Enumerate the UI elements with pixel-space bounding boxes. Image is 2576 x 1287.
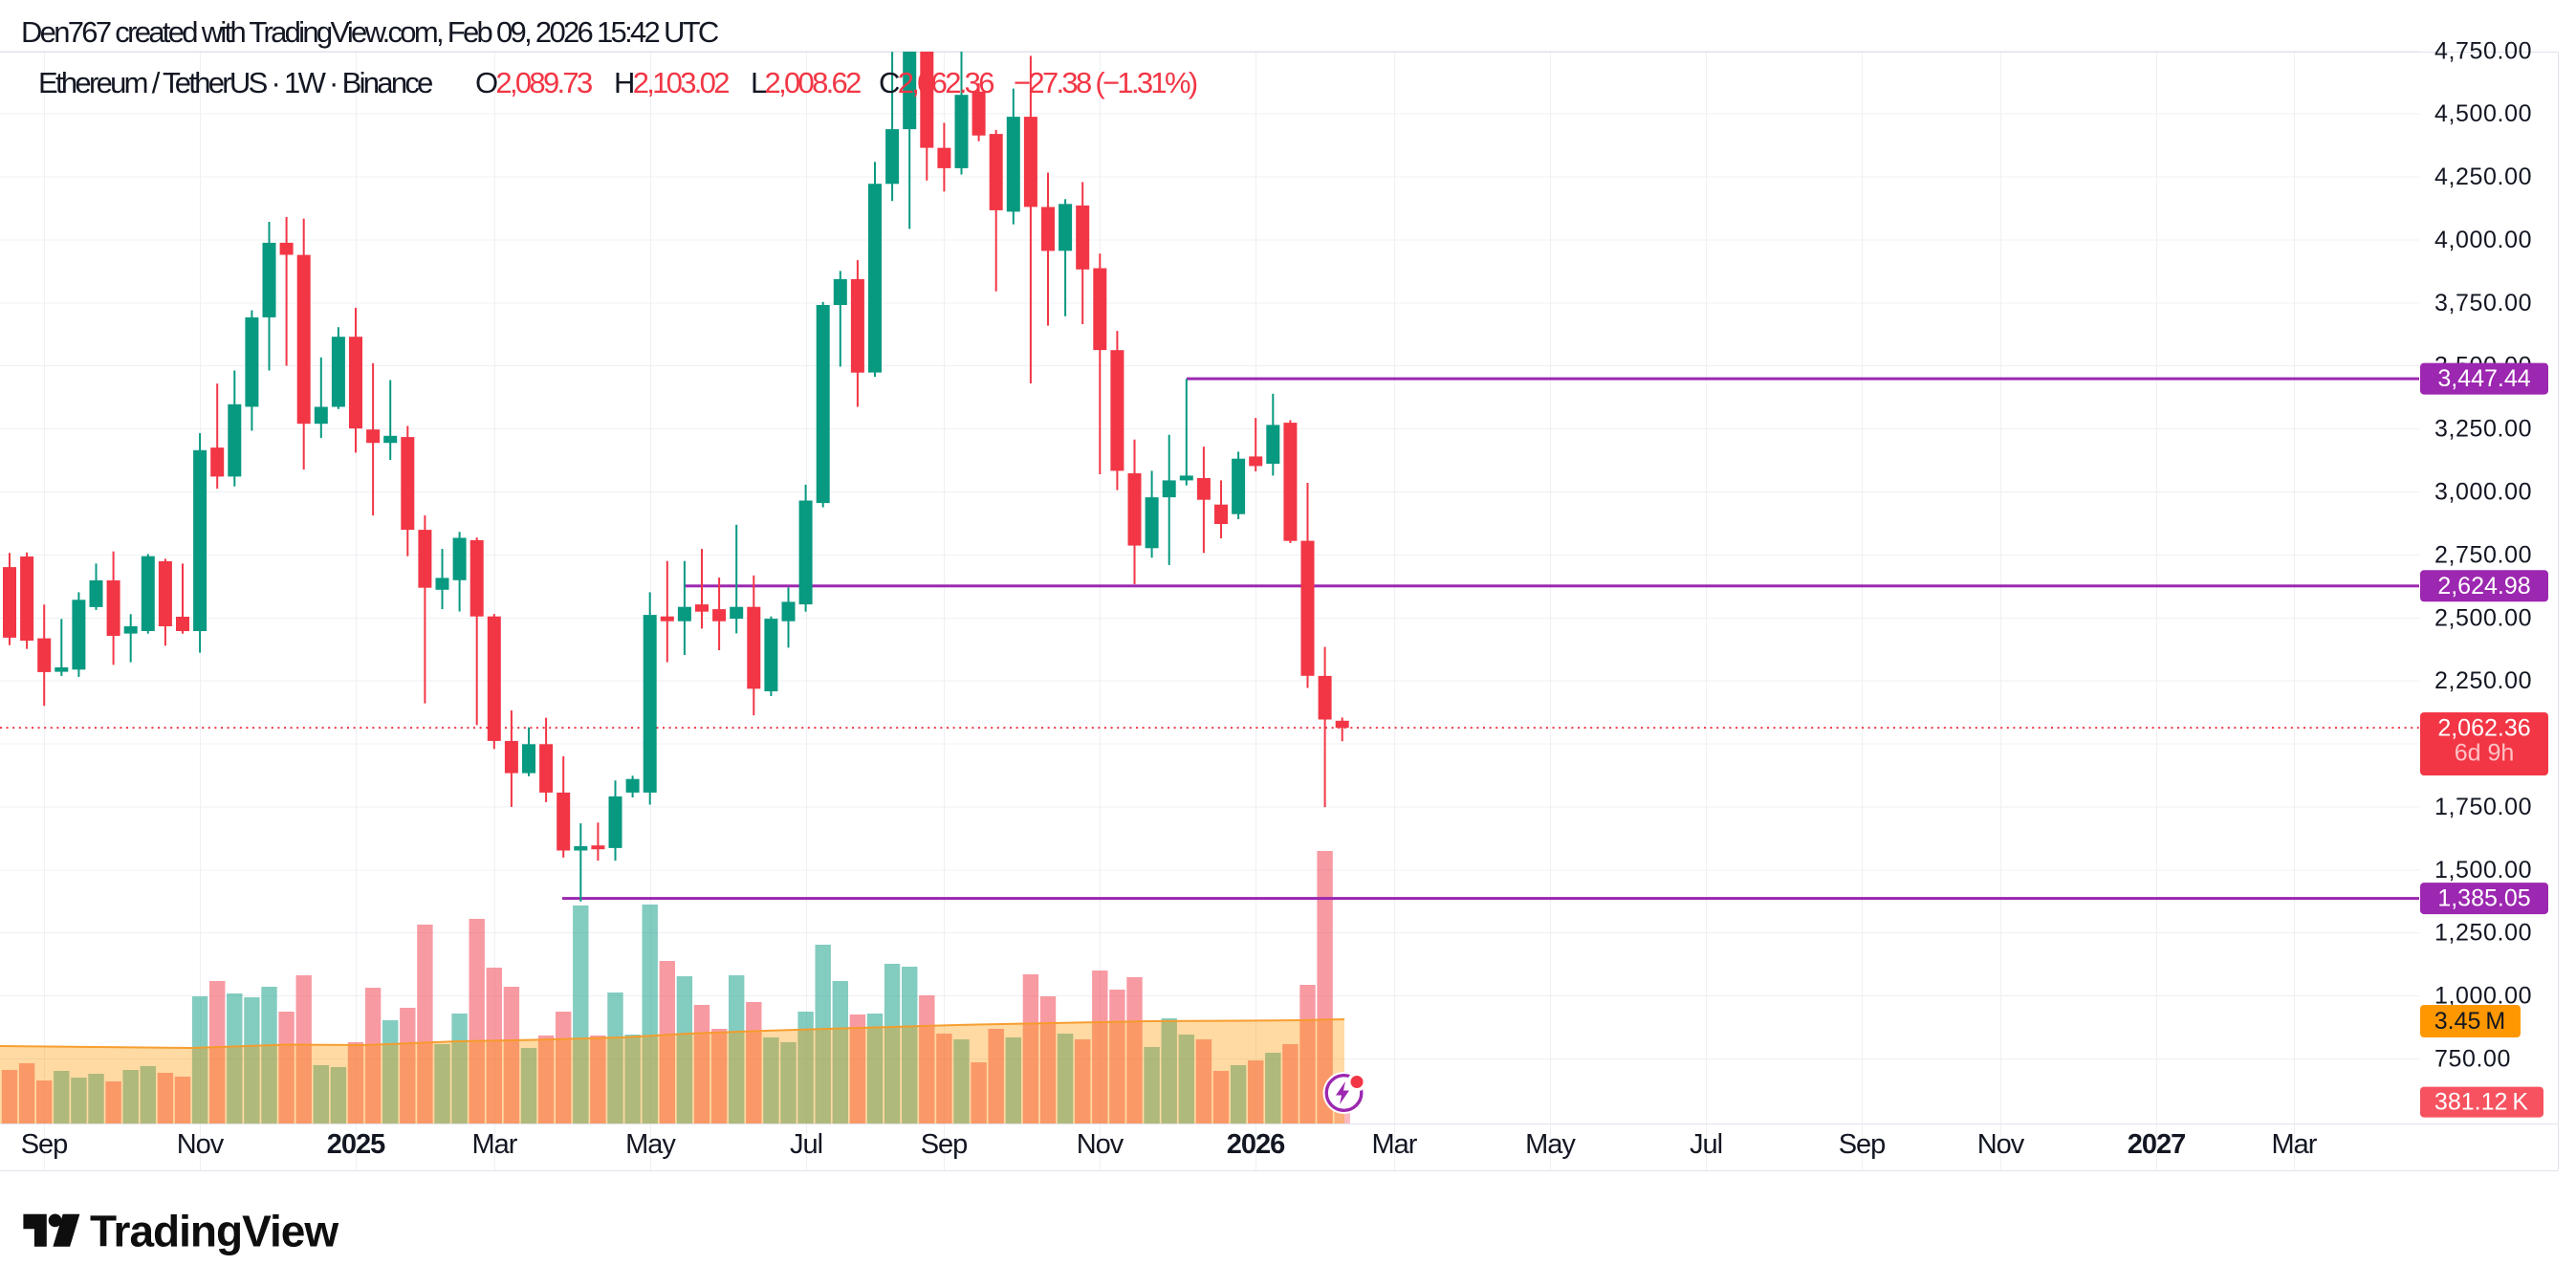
- svg-text:2,750.00: 2,750.00: [2434, 541, 2532, 568]
- svg-text:3,250.00: 3,250.00: [2434, 416, 2532, 443]
- svg-text:2027: 2027: [2128, 1129, 2186, 1160]
- svg-text:4,000.00: 4,000.00: [2434, 227, 2532, 253]
- svg-text:2,250.00: 2,250.00: [2434, 667, 2532, 694]
- svg-text:381.12 K: 381.12 K: [2434, 1089, 2528, 1116]
- svg-text:Nov: Nov: [1077, 1129, 1124, 1160]
- svg-text:Sep: Sep: [1839, 1129, 1886, 1160]
- svg-text:Sep: Sep: [21, 1129, 68, 1160]
- svg-text:3,447.44: 3,447.44: [2437, 365, 2530, 392]
- svg-text:Mar: Mar: [1372, 1129, 1418, 1160]
- svg-text:Mar: Mar: [472, 1129, 518, 1160]
- svg-text:6d 9h: 6d 9h: [2455, 740, 2515, 767]
- svg-text:Nov: Nov: [1977, 1129, 2025, 1160]
- svg-text:1,750.00: 1,750.00: [2434, 794, 2532, 820]
- svg-text:Sep: Sep: [921, 1129, 968, 1160]
- svg-text:750.00: 750.00: [2434, 1045, 2511, 1072]
- svg-text:Jul: Jul: [790, 1129, 822, 1160]
- svg-text:TradingView: TradingView: [90, 1207, 338, 1256]
- svg-text:Mar: Mar: [2272, 1129, 2318, 1160]
- svg-text:Jul: Jul: [1690, 1129, 1722, 1160]
- svg-text:2,500.00: 2,500.00: [2434, 604, 2532, 631]
- svg-text:1,000.00: 1,000.00: [2434, 983, 2532, 1010]
- svg-text:4,750.00: 4,750.00: [2434, 37, 2532, 64]
- svg-text:4,250.00: 4,250.00: [2434, 164, 2532, 190]
- svg-text:4,500.00: 4,500.00: [2434, 100, 2532, 127]
- svg-text:1,500.00: 1,500.00: [2434, 857, 2532, 883]
- svg-text:2,062.36: 2,062.36: [2437, 715, 2530, 742]
- svg-text:3,750.00: 3,750.00: [2434, 290, 2532, 316]
- svg-text:May: May: [625, 1129, 676, 1160]
- svg-text:3,000.00: 3,000.00: [2434, 479, 2532, 506]
- svg-text:3.45 M: 3.45 M: [2434, 1008, 2506, 1035]
- svg-text:Nov: Nov: [177, 1129, 225, 1160]
- svg-text:Ethereum / TetherUS · 1W · Bin: Ethereum / TetherUS · 1W · Binance O2,089…: [38, 66, 1197, 99]
- svg-text:1,250.00: 1,250.00: [2434, 920, 2532, 947]
- svg-text:1,385.05: 1,385.05: [2437, 885, 2530, 912]
- svg-text:2026: 2026: [1227, 1129, 1285, 1160]
- svg-text:May: May: [1525, 1129, 1576, 1160]
- svg-text:2025: 2025: [327, 1129, 385, 1160]
- svg-text:2,624.98: 2,624.98: [2437, 573, 2530, 600]
- svg-text:Den767 created with TradingVie: Den767 created with TradingView.com, Feb…: [21, 15, 719, 49]
